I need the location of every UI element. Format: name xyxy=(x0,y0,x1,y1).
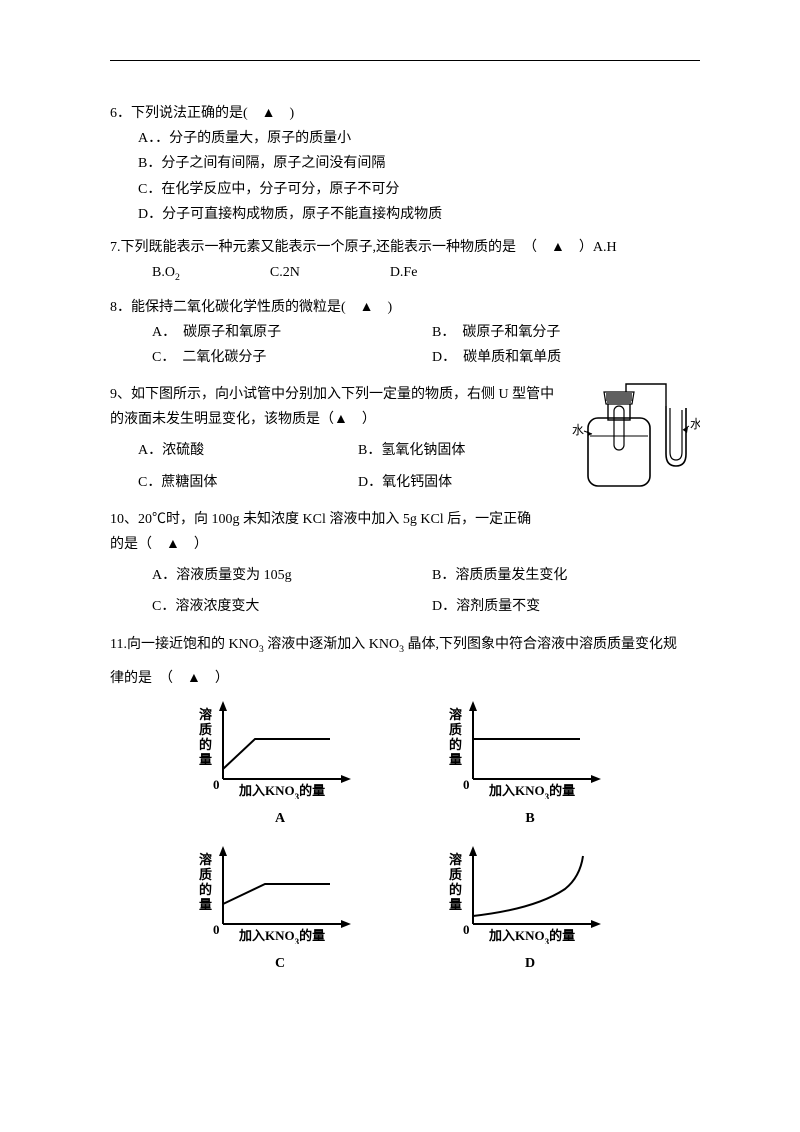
q6-opt-A: A．．分子的质量大，原子的质量小 xyxy=(110,126,700,151)
q9-opt-B: B．氢氧化钠固体 xyxy=(358,438,465,463)
svg-text:0: 0 xyxy=(213,922,220,937)
q10-row1: A．溶液质量变为 105g B．溶质质量发生变化 xyxy=(110,563,700,588)
svg-text:的: 的 xyxy=(449,882,462,897)
question-9: 水 水 9、如下图所示，向小试管中分别加入下列一定量的物质，右侧 U 型管中的液… xyxy=(110,382,700,495)
q7-opt-D: D.Fe xyxy=(390,260,418,286)
water-label-right: 水 xyxy=(690,417,700,431)
question-7: 7.下列既能表示一种元素又能表示一个原子,还能表示一种物质的是 （ ▲ ）A.H… xyxy=(110,235,700,287)
chart-D: 0 溶质的量加入KNO3的量 D xyxy=(425,844,635,976)
svg-text:的: 的 xyxy=(199,737,212,752)
svg-text:的: 的 xyxy=(449,737,462,752)
chart-A: 0 溶质的量加入KNO3的量 A xyxy=(175,699,385,831)
question-6: 6．下列说法正确的是( ▲ ) A．．分子的质量大，原子的质量小 B．分子之间有… xyxy=(110,101,700,227)
q11-charts: 0溶质的量加入KNO3的量 A 0溶质的量加入KNO3的量 B 0溶质的量加入K… xyxy=(175,699,635,976)
svg-text:加入KNO3的量: 加入KNO3的量 xyxy=(238,783,325,799)
chart-B-label: B xyxy=(425,806,635,831)
svg-text:量: 量 xyxy=(199,897,212,912)
svg-text:0: 0 xyxy=(463,777,470,792)
svg-text:质: 质 xyxy=(449,867,462,882)
question-8: 8．能保持二氧化碳化学性质的微粒是( ▲ ) A． 碳原子和氧原子 B． 碳原子… xyxy=(110,295,700,371)
svg-text:量: 量 xyxy=(449,897,462,912)
svg-text:质: 质 xyxy=(449,722,462,737)
svg-text:的: 的 xyxy=(199,882,212,897)
q8-opt-B: B． 碳原子和氧分子 xyxy=(432,320,560,345)
svg-text:量: 量 xyxy=(199,752,212,767)
svg-text:溶: 溶 xyxy=(199,852,212,867)
svg-text:质: 质 xyxy=(199,867,212,882)
q10-stem-2: 的是（ ▲ ） xyxy=(110,532,700,557)
q10-opt-D: D．溶剂质量不变 xyxy=(432,594,540,619)
chart-D-label: D xyxy=(425,951,635,976)
q10-opt-A: A．溶液质量变为 105g xyxy=(152,563,372,588)
q11-stem-line1: 11.向一接近饱和的 KNO3 溶液中逐渐加入 KNO3 晶体,下列图象中符合溶… xyxy=(110,632,700,658)
q6-opt-C: C．在化学反应中，分子可分，原子不可分 xyxy=(110,177,700,202)
q8-opt-A: A． 碳原子和氧原子 xyxy=(152,320,372,345)
q8-opt-C: C． 二氧化碳分子 xyxy=(152,345,372,370)
water-label-left: 水 xyxy=(572,423,584,437)
svg-text:0: 0 xyxy=(213,777,220,792)
svg-text:溶: 溶 xyxy=(449,852,462,867)
q7-stem: 7.下列既能表示一种元素又能表示一个原子,还能表示一种物质的是 （ ▲ ）A.H xyxy=(110,235,700,260)
q10-opt-C: C．溶液浓度变大 xyxy=(152,594,372,619)
q6-opt-B: B．分子之间有间隔，原子之间没有间隔 xyxy=(110,151,700,176)
top-rule xyxy=(110,60,700,61)
svg-text:加入KNO3的量: 加入KNO3的量 xyxy=(238,928,325,944)
q7-options: B.O2 C.2N D.Fe xyxy=(110,260,700,286)
q10-stem-1: 10、20℃时，向 100g 未知浓度 KCl 溶液中加入 5g KCl 后，一… xyxy=(110,507,700,532)
q9-opt-D: D．氧化钙固体 xyxy=(358,470,452,495)
q9-opt-C: C．蔗糖固体 xyxy=(138,470,358,495)
apparatus-diagram: 水 水 xyxy=(570,378,700,498)
svg-text:加入KNO3的量: 加入KNO3的量 xyxy=(488,783,575,799)
q8-row1: A． 碳原子和氧原子 B． 碳原子和氧分子 xyxy=(110,320,700,345)
q9-row1: A．浓硫酸 B．氢氧化钠固体 xyxy=(110,438,562,463)
svg-text:0: 0 xyxy=(463,922,470,937)
q6-opt-D: D．分子可直接构成物质，原子不能直接构成物质 xyxy=(110,202,700,227)
svg-text:溶: 溶 xyxy=(199,707,212,722)
svg-text:加入KNO3的量: 加入KNO3的量 xyxy=(488,928,575,944)
question-10: 10、20℃时，向 100g 未知浓度 KCl 溶液中加入 5g KCl 后，一… xyxy=(110,507,700,620)
chart-A-label: A xyxy=(175,806,385,831)
svg-text:质: 质 xyxy=(199,722,212,737)
chart-C-label: C xyxy=(175,951,385,976)
q7-opt-B: B.O2 xyxy=(152,260,180,286)
q8-stem: 8．能保持二氧化碳化学性质的微粒是( ▲ ) xyxy=(110,295,700,320)
q11-stem-line2: 律的是 （ ▲ ） xyxy=(110,666,700,691)
q9-opt-A: A．浓硫酸 xyxy=(138,438,358,463)
chart-C: 0 溶质的量加入KNO3的量 C xyxy=(175,844,385,976)
svg-text:量: 量 xyxy=(449,752,462,767)
q8-opt-D: D． 碳单质和氧单质 xyxy=(432,345,561,370)
q10-opt-B: B．溶质质量发生变化 xyxy=(432,563,567,588)
q7-opt-C: C.2N xyxy=(270,260,300,286)
q6-stem: 6．下列说法正确的是( ▲ ) xyxy=(110,101,700,126)
q8-row2: C． 二氧化碳分子 D． 碳单质和氧单质 xyxy=(110,345,700,370)
svg-text:溶: 溶 xyxy=(449,707,462,722)
q10-row2: C．溶液浓度变大 D．溶剂质量不变 xyxy=(110,594,700,619)
question-11: 11.向一接近饱和的 KNO3 溶液中逐渐加入 KNO3 晶体,下列图象中符合溶… xyxy=(110,632,700,692)
q9-row2: C．蔗糖固体 D．氧化钙固体 xyxy=(110,470,562,495)
chart-B: 0 溶质的量加入KNO3的量 B xyxy=(425,699,635,831)
